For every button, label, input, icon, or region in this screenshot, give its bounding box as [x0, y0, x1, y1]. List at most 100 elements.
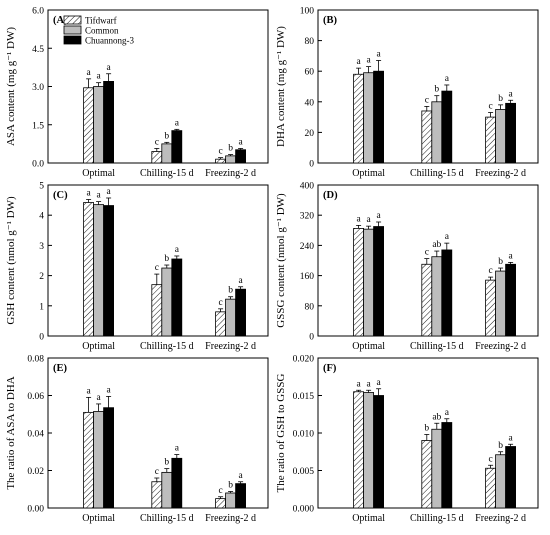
- y-tick-label: 0.06: [27, 392, 44, 402]
- significance-letter: c: [425, 95, 429, 105]
- y-axis-label: The ratio of ASA to DHA: [5, 376, 17, 489]
- y-axis-label: DHA content (mg g⁻¹ DW): [275, 26, 287, 147]
- bar: [505, 446, 517, 509]
- bar: [363, 392, 375, 509]
- bar: [431, 256, 443, 337]
- bar: [485, 279, 497, 337]
- significance-letter: ab: [432, 240, 441, 250]
- panel-label: (E): [53, 363, 68, 374]
- significance-letter: a: [366, 379, 371, 389]
- significance-letter: b: [228, 286, 233, 296]
- bar: [373, 226, 385, 337]
- significance-letter: b: [164, 131, 169, 141]
- bar: [83, 411, 94, 509]
- panel-label: (B): [323, 15, 338, 26]
- bar: [171, 130, 183, 164]
- significance-letter: a: [508, 433, 513, 443]
- bar: [103, 407, 114, 509]
- significance-letter: b: [228, 481, 233, 491]
- bar: [495, 109, 507, 164]
- significance-letter: a: [508, 251, 513, 261]
- bar: [161, 143, 173, 164]
- y-tick-label: 0: [309, 333, 314, 343]
- y-tick-label: 0.015: [293, 392, 315, 402]
- bar: [93, 204, 104, 337]
- bar: [151, 284, 163, 337]
- significance-letter: b: [164, 254, 169, 264]
- y-tick-label: 0.00: [27, 505, 44, 515]
- significance-letter: a: [96, 191, 101, 201]
- significance-letter: a: [96, 72, 101, 82]
- y-tick-label: 60: [305, 68, 315, 78]
- significance-letter: a: [356, 379, 361, 389]
- significance-letter: a: [175, 245, 180, 255]
- y-tick-label: 0: [309, 160, 314, 170]
- bar: [93, 86, 104, 164]
- significance-letter: a: [86, 68, 91, 78]
- y-tick-label: 0.0: [32, 160, 44, 170]
- significance-letter: a: [356, 214, 361, 224]
- significance-letter: a: [445, 74, 450, 84]
- bar: [441, 90, 453, 164]
- bar: [373, 395, 385, 509]
- significance-letter: a: [366, 215, 371, 225]
- bar: [215, 498, 227, 509]
- bar: [505, 102, 517, 164]
- x-tick-label: Optimal: [352, 513, 385, 524]
- x-tick-label: Chilling-15 d: [410, 513, 464, 524]
- significance-letter: a: [106, 385, 111, 395]
- y-tick-label: 4: [39, 212, 44, 222]
- x-tick-label: Freezing-2 d: [205, 513, 256, 524]
- x-tick-label: Optimal: [352, 168, 385, 179]
- y-tick-label: 2: [39, 272, 44, 282]
- x-tick-label: Chilling-15 d: [410, 168, 464, 179]
- significance-letter: a: [366, 56, 371, 66]
- y-tick-label: 0.000: [293, 505, 315, 515]
- y-tick-label: 0.02: [27, 467, 44, 477]
- bar: [83, 202, 94, 337]
- significance-letter: c: [488, 454, 492, 464]
- y-tick-label: 160: [300, 272, 315, 282]
- y-tick-label: 1.5: [32, 121, 44, 131]
- significance-letter: a: [356, 57, 361, 67]
- bar: [225, 492, 237, 509]
- significance-letter: c: [155, 263, 159, 273]
- bar: [431, 428, 443, 509]
- bar: [421, 110, 433, 164]
- significance-letter: a: [238, 137, 243, 147]
- bar: [83, 87, 94, 164]
- significance-letter: b: [498, 94, 503, 104]
- significance-letter: a: [86, 188, 91, 198]
- y-tick-label: 4.5: [32, 45, 44, 55]
- bar: [373, 70, 385, 164]
- bar: [235, 288, 247, 337]
- bar: [353, 73, 365, 164]
- bar: [215, 158, 227, 164]
- bar: [151, 151, 163, 164]
- bar: [161, 267, 173, 337]
- significance-letter: a: [86, 386, 91, 396]
- significance-letter: c: [488, 102, 492, 112]
- y-tick-label: 1: [39, 302, 44, 312]
- significance-letter: b: [434, 85, 439, 95]
- y-axis-label: The ratio of GSH to GSSG: [275, 374, 287, 493]
- y-tick-label: 240: [300, 242, 315, 252]
- bar: [235, 483, 247, 509]
- significance-letter: c: [218, 147, 222, 157]
- significance-letter: a: [508, 89, 513, 99]
- y-tick-label: 80: [305, 302, 315, 312]
- significance-letter: b: [164, 458, 169, 468]
- bar: [363, 72, 375, 164]
- y-tick-label: 100: [300, 7, 315, 17]
- x-tick-label: Optimal: [82, 513, 115, 524]
- legend-entry: Common: [85, 26, 119, 36]
- y-tick-label: 0.08: [27, 355, 44, 365]
- bar: [505, 263, 517, 337]
- significance-letter: a: [106, 63, 111, 73]
- bar: [441, 422, 453, 509]
- significance-letter: c: [155, 137, 159, 147]
- x-tick-label: Chilling-15 d: [410, 341, 464, 352]
- y-tick-label: 0.020: [293, 355, 315, 365]
- significance-letter: a: [376, 49, 381, 59]
